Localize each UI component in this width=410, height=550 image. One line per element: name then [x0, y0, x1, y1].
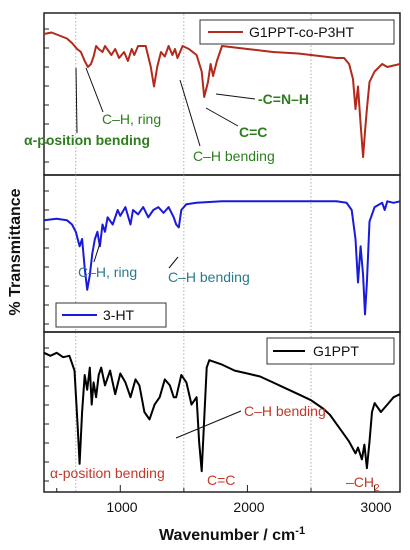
legend-g1ppt: G1PPT	[266, 337, 395, 365]
arrow-cnh	[215, 93, 256, 100]
x-axis-ticks	[56, 485, 376, 492]
annotation-ch-ring-top: C–H, ring	[102, 111, 161, 127]
arrow-ch-bend-top	[179, 79, 201, 147]
spectrum-g1ppt	[43, 351, 401, 473]
legend-g1ppt-co-p3ht: G1PPT-co-P3HT	[199, 19, 395, 45]
spectrum-3-ht	[43, 200, 401, 316]
legend-3ht: 3-HT	[55, 302, 167, 328]
legend-label: G1PPT	[313, 343, 359, 359]
x-tick-label: 2000	[233, 499, 264, 515]
panel-frame-g1ppt	[43, 331, 401, 493]
y-axis-title: % Transmittance	[7, 188, 24, 315]
annotation-alpha-bottom: α-position bending	[50, 465, 165, 481]
annotation-ch-bend-bottom: C–H bending	[244, 403, 326, 419]
annotation-ch-bend-top: C–H bending	[193, 148, 275, 164]
spectra-curves	[43, 31, 401, 473]
left-minor-ticks	[44, 28, 49, 482]
annotation-ch-bend-mid: C–H bending	[168, 269, 250, 285]
reference-lines	[75, 14, 312, 491]
annotation-alpha-top: α-position bending	[24, 132, 150, 148]
annotations: C–H, ring α-position bending -C=N–H C=C …	[24, 91, 380, 494]
arrow-ch-ring-top	[85, 67, 104, 113]
annotation-cc-bottom: C=C	[207, 472, 235, 488]
spectrum-g1ppt-co-p3ht	[43, 31, 401, 158]
arrow-ch-ring-mid	[93, 242, 101, 263]
arrow-ch-bend-bottom	[175, 410, 242, 439]
annotation-cnh: -C=N–H	[258, 91, 309, 107]
legend-label: 3-HT	[103, 307, 135, 323]
x-tick-label: 1000	[106, 499, 137, 515]
annotation-cc-top: C=C	[239, 124, 267, 140]
arrow-cc-top	[205, 107, 239, 127]
arrow-alpha-top	[75, 67, 78, 134]
arrow-ch-bend-mid	[168, 256, 179, 269]
annotation-arrows	[75, 67, 256, 439]
annotation-ch-ring-mid: C–H, ring	[78, 264, 137, 280]
x-tick-label: 3000	[360, 499, 391, 515]
legend-label: G1PPT-co-P3HT	[249, 24, 354, 40]
x-axis-title: Wavenumber / cm-1	[159, 525, 305, 544]
annotation-ch2: –CH2	[346, 474, 380, 494]
